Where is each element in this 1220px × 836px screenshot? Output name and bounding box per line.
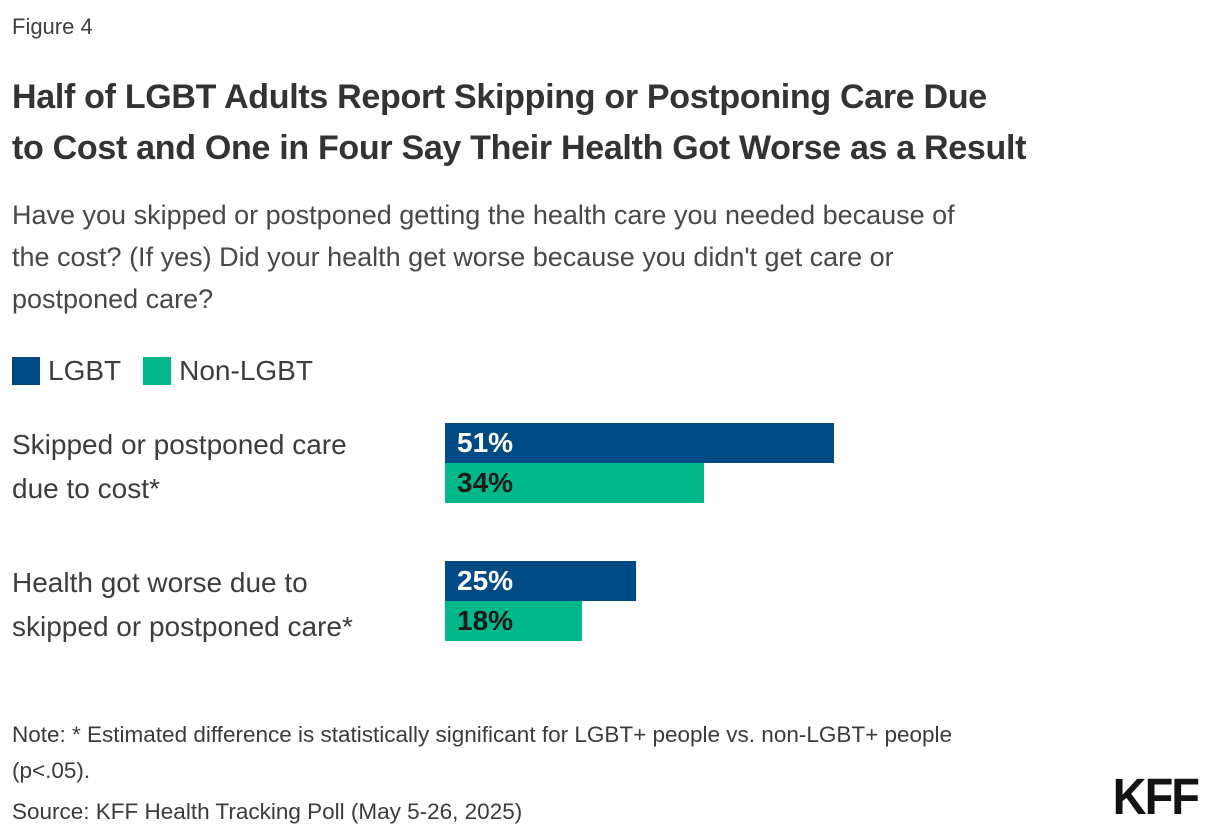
bar-stack-health-worse: 25% 18% [445,561,1206,641]
category-label-line: skipped or postponed care* [12,611,353,642]
chart-title-line-1: Half of LGBT Adults Report Skipping or P… [12,78,987,116]
chart-row-health-worse: Health got worse due to skipped or postp… [12,561,1206,649]
category-label-line: Skipped or postponed care [12,429,347,460]
bar-lgbt-health-worse: 25% [445,561,636,601]
legend-label-lgbt: LGBT [48,355,122,386]
chart-row-skipped-care: Skipped or postponed care due to cost* 5… [12,423,1206,511]
note-line-1: Note: * Estimated difference is statisti… [12,722,953,747]
bar-value-label: 34% [457,467,514,498]
legend-swatch-lgbt-icon [12,357,40,385]
bar-non-lgbt-skipped-care: 34% [445,463,704,503]
category-label-skipped-care: Skipped or postponed care due to cost* [12,423,445,511]
legend-item-lgbt: LGBT [12,357,121,385]
category-label-health-worse: Health got worse due to skipped or postp… [12,561,445,649]
bar-lgbt-skipped-care: 51% [445,423,834,463]
chart-legend: LGBT Non-LGBT [12,357,1206,385]
survey-question-line-2: the cost? (If yes) Did your health get w… [12,242,894,272]
survey-question-line-1: Have you skipped or postponed getting th… [12,200,955,230]
bar-value-label: 18% [457,605,514,636]
category-label-line: due to cost* [12,473,160,504]
bar-chart: Skipped or postponed care due to cost* 5… [12,423,1206,649]
category-label-line: Health got worse due to [12,567,308,598]
legend-label-non-lgbt: Non-LGBT [179,355,313,386]
legend-swatch-non-lgbt-icon [143,357,172,385]
bar-value-label: 51% [457,427,514,458]
figure-number-label: Figure 4 [12,14,93,39]
note-line-2: (p<.05). [12,758,91,783]
bar-value-label: 25% [457,565,514,596]
source-text: Source: KFF Health Tracking Poll (May 5-… [12,799,523,824]
bar-stack-skipped-care: 51% 34% [445,423,1206,503]
survey-question-text: Have you skipped or postponed getting th… [12,194,1206,320]
legend-item-non-lgbt: Non-LGBT [143,357,313,385]
chart-title-line-2: to Cost and One in Four Say Their Health… [12,129,1027,167]
survey-question-line-3: postponed care? [12,284,214,314]
chart-title: Half of LGBT Adults Report Skipping or P… [12,72,1206,174]
kff-logo: KFF [1112,767,1200,825]
note-text: Note: * Estimated difference is statisti… [12,717,1206,789]
bar-non-lgbt-health-worse: 18% [445,601,582,641]
